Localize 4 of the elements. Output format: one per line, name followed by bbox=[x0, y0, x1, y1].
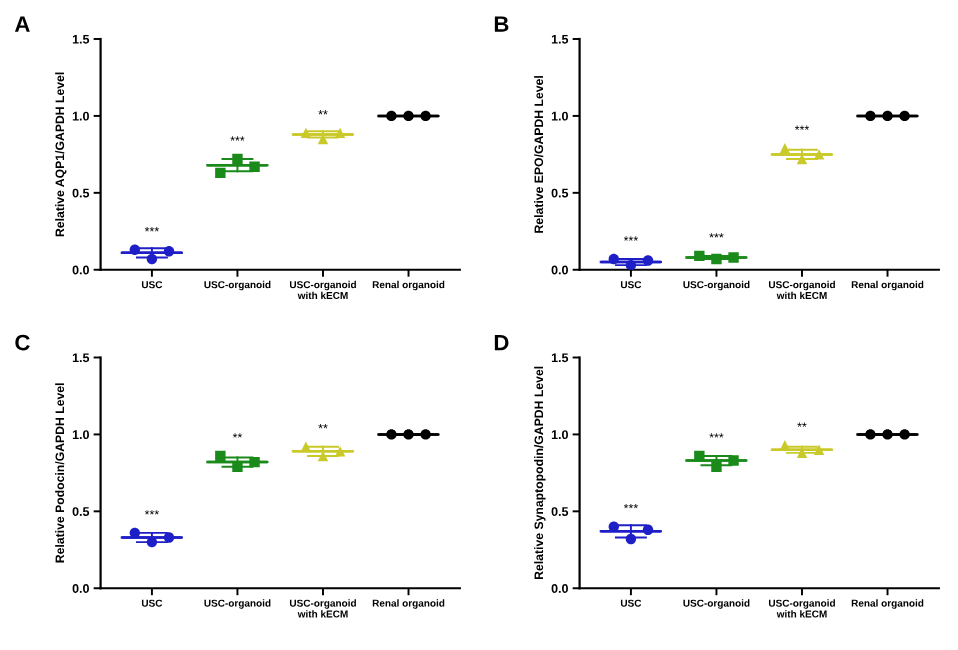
chart-title: D bbox=[494, 334, 509, 351]
chart-title: C bbox=[15, 334, 30, 351]
chart-title: A bbox=[14, 16, 30, 32]
chart-title: B bbox=[494, 16, 509, 32]
